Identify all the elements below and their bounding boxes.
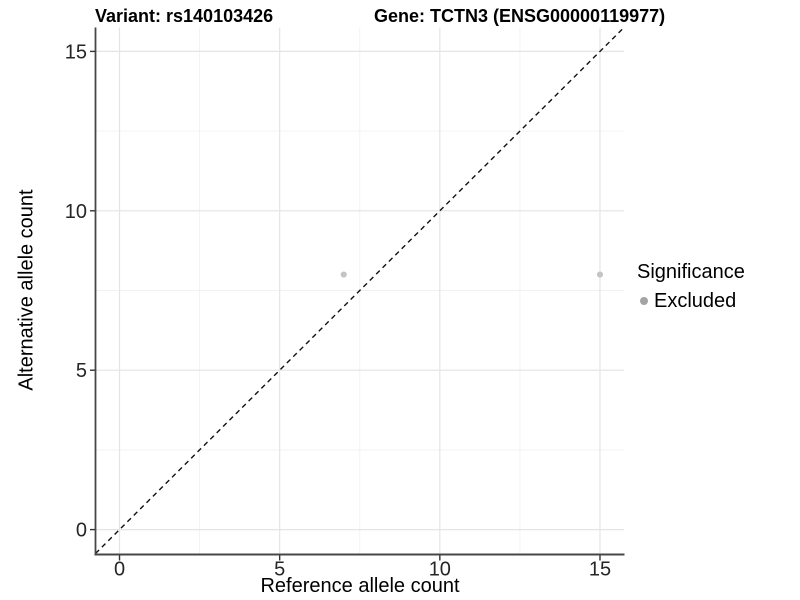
x-tick-label: 0 (114, 559, 125, 581)
x-tick-label: 5 (274, 559, 285, 581)
legend-item-label: Excluded (654, 289, 737, 312)
y-tick-label: 0 (76, 520, 87, 542)
x-tick-label: 15 (589, 559, 611, 581)
y-tick-label: 10 (65, 201, 87, 223)
y-tick-label: 15 (65, 41, 87, 63)
variant-title: Variant: rs140103426 (95, 6, 274, 26)
y-tick-label: 5 (76, 360, 87, 382)
legend-point-icon (640, 297, 648, 305)
identity-reference-line (95, 27, 625, 554)
data-point (340, 271, 347, 278)
x-axis-title: Reference allele count (260, 575, 460, 597)
x-tick-label: 10 (429, 559, 451, 581)
legend-title: Significance (637, 261, 745, 283)
data-point (596, 271, 604, 278)
gene-title: Gene: TCTN3 (ENSG00000119977) (374, 6, 666, 26)
y-axis-title: Alternative allele count (15, 189, 38, 391)
legend-item-excluded: Excluded (640, 290, 736, 312)
